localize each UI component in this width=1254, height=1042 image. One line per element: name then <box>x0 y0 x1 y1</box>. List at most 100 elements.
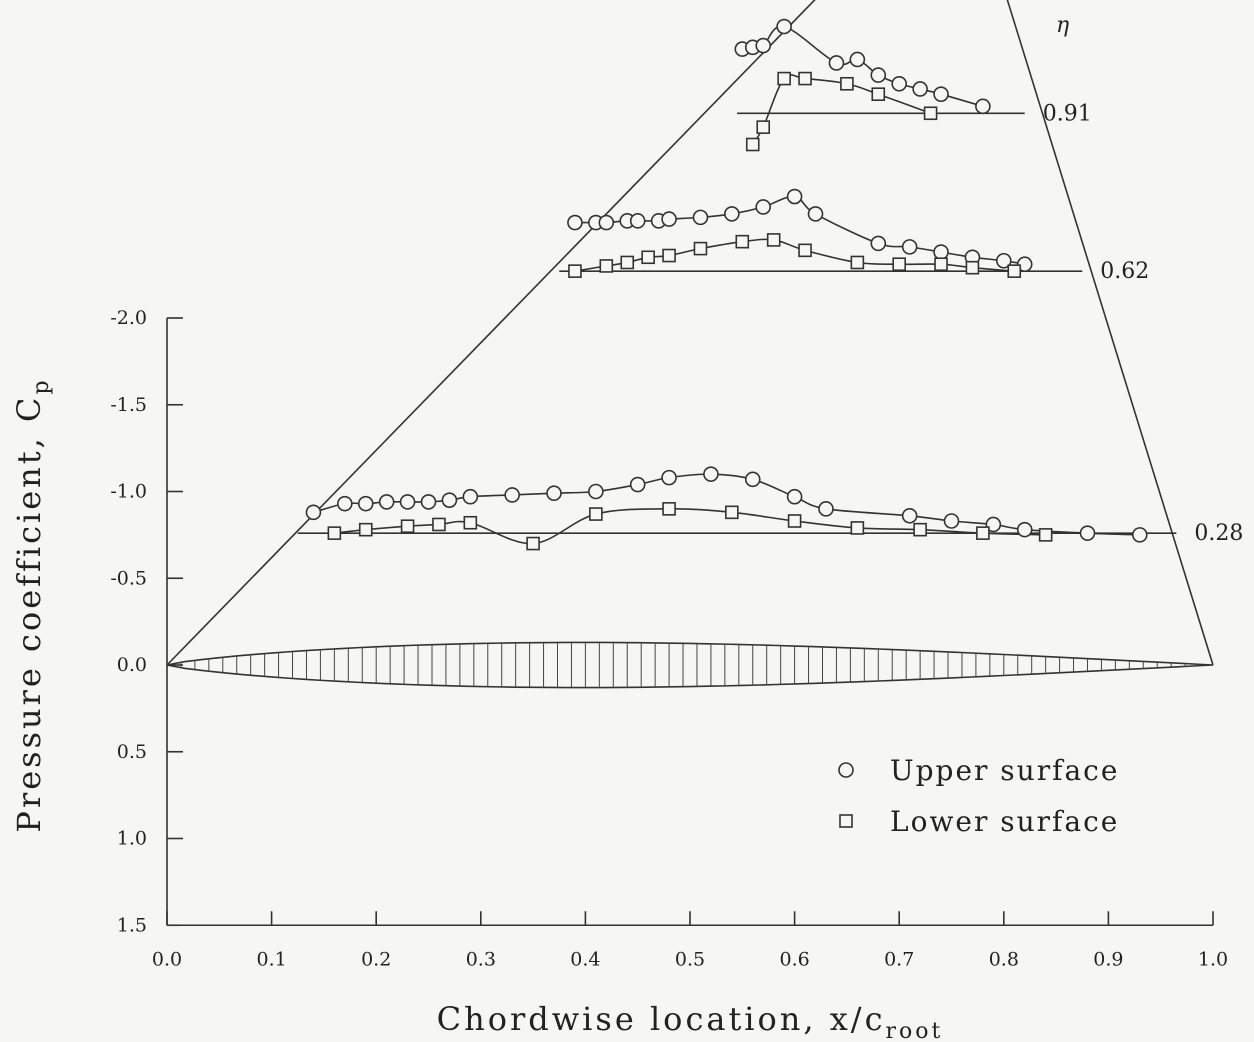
upper-surface-point <box>337 495 353 512</box>
x-axis-title: Chordwise location, x/croot <box>437 1000 944 1042</box>
y-tick-label: 1.0 <box>117 828 147 850</box>
eta-station-label: 0.28 <box>1194 521 1243 546</box>
upper-surface-point <box>901 239 918 255</box>
y-tick-label: -0.5 <box>110 567 147 589</box>
upper-surface-point <box>724 206 740 222</box>
upper-surface-point <box>901 507 918 524</box>
lower-surface-point <box>798 243 812 258</box>
upper-surface-point <box>661 211 677 227</box>
lower-surface-point <box>432 517 446 532</box>
y-axis-title: Pressure coefficient, Cp <box>10 377 54 832</box>
lower-surface-point <box>358 522 373 537</box>
legend-upper-label: Upper surface <box>890 754 1119 787</box>
y-tick-label: -1.0 <box>110 481 147 503</box>
lower-surface-point <box>871 87 886 101</box>
x-tick-label: 0.5 <box>675 948 705 970</box>
wing-planform-layer: 0.28 0.62 0.91 <box>166 0 1243 689</box>
upper-surface-point <box>818 501 834 517</box>
upper-surface-point <box>588 483 604 500</box>
x-tick-label: 0.6 <box>779 948 809 970</box>
upper-surface-point <box>755 37 772 54</box>
eta-station-label: 0.91 <box>1043 101 1092 126</box>
lower-surface-point <box>777 71 791 86</box>
x-tick-label: 0.1 <box>256 948 286 970</box>
upper-surface-point <box>629 213 646 229</box>
upper-surface-point <box>1016 256 1033 273</box>
lower-surface-point <box>400 519 415 534</box>
x-tick-label: 0.0 <box>152 948 182 970</box>
lower-surface-point <box>568 264 582 278</box>
legend: Upper surface Lower surface <box>838 754 1119 838</box>
lower-surface-point <box>662 248 676 263</box>
upper-surface-point <box>943 513 960 529</box>
lower-surface-point <box>662 502 676 516</box>
lower-surface-point <box>913 522 927 537</box>
upper-surface-point <box>744 471 761 488</box>
wing-planform-outline <box>166 0 1214 666</box>
upper-surface-point <box>776 18 792 35</box>
eta-symbol: η <box>1056 13 1069 38</box>
lower-surface-point <box>892 257 907 272</box>
airfoil-section <box>166 641 1214 689</box>
axes-layer: 0.0 0.1 0.2 0.3 0.4 0.5 0.6 0.7 0.8 0.9 1.0 -2.0 -1.… <box>110 307 1228 970</box>
upper-surface-point <box>891 75 908 92</box>
lower-surface-point <box>923 106 938 121</box>
x-tick-label: 0.2 <box>361 948 391 970</box>
lower-surface-point <box>840 76 854 91</box>
lower-surface-point <box>735 234 750 249</box>
upper-surface-point <box>399 494 416 510</box>
upper-surface-point <box>786 188 803 205</box>
legend-lower-marker <box>839 814 853 828</box>
upper-surface-point <box>598 214 615 231</box>
upper-surface-point <box>629 476 646 493</box>
lower-surface-point <box>766 233 781 247</box>
lower-surface-point <box>965 260 980 275</box>
lower-surface-point <box>599 259 614 273</box>
lower-surface-point <box>976 526 990 540</box>
lower-surface-point <box>526 536 540 551</box>
lower-surface-point <box>620 255 635 270</box>
lower-surface-point <box>463 515 478 530</box>
x-tick-label: 0.7 <box>884 948 914 970</box>
upper-surface-point <box>786 488 803 505</box>
upper-surface-point <box>870 235 887 252</box>
upper-surface-point <box>755 199 772 215</box>
upper-surface-point <box>933 86 949 102</box>
legend-upper-marker <box>838 762 854 778</box>
legend-lower-label: Lower surface <box>890 805 1119 838</box>
lower-surface-point <box>787 514 802 528</box>
upper-surface-point <box>305 504 322 521</box>
upper-surface-point <box>995 252 1012 269</box>
lower-surface-point <box>850 521 865 535</box>
data-points-layer <box>305 18 1148 551</box>
upper-surface-point <box>1131 527 1148 543</box>
x-tick-label: 0.3 <box>466 948 496 970</box>
x-tick-label: 0.4 <box>570 948 600 970</box>
y-tick-label: 0.0 <box>117 654 147 676</box>
upper-surface-point <box>703 466 719 482</box>
lower-surface-point <box>798 71 812 86</box>
upper-surface-point <box>420 494 437 510</box>
upper-surface-point <box>975 98 991 115</box>
lower-surface-point <box>693 241 708 256</box>
fitted-curves-layer <box>313 25 1140 545</box>
upper-surface-point <box>661 469 677 486</box>
x-tick-label: 0.9 <box>1093 948 1123 970</box>
y-tick-label: 0.5 <box>117 741 147 763</box>
lower-surface-point <box>327 526 342 540</box>
upper-surface-point <box>546 485 562 502</box>
upper-surface-point <box>870 67 887 83</box>
upper-surface-point <box>462 488 479 505</box>
lower-surface-point <box>934 257 948 272</box>
y-tick-label: -1.5 <box>110 394 147 416</box>
upper-surface-point <box>441 492 458 508</box>
x-tick-label: 0.8 <box>989 948 1019 970</box>
upper-surface-point <box>985 516 1002 533</box>
upper-surface-point <box>504 487 520 503</box>
eta-station-label: 0.62 <box>1100 259 1149 284</box>
lower-surface-point <box>756 120 771 134</box>
lower-surface-point <box>850 255 865 270</box>
upper-surface-point <box>807 206 824 222</box>
upper-surface-point <box>1079 525 1096 541</box>
